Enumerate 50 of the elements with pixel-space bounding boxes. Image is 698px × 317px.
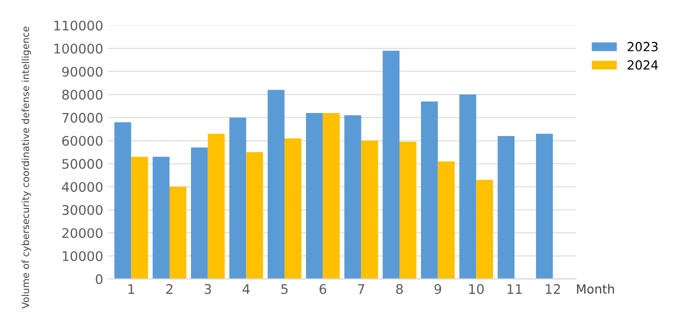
x-tick-label: 3 [204, 284, 211, 294]
bar [306, 112, 323, 279]
x-tick-label: 4 [242, 284, 250, 294]
y-tick-label: 80000 [62, 90, 102, 100]
legend-label: 2024 [628, 60, 658, 70]
bar [114, 122, 132, 279]
x-tick-label: 1 [128, 284, 134, 294]
x-tick-label: 12 [546, 284, 560, 294]
x-tick-label: 11 [508, 284, 522, 294]
bar [208, 134, 225, 279]
y-tick-label: 50000 [62, 158, 102, 169]
bar [400, 142, 416, 279]
bar [246, 152, 264, 279]
bar [190, 148, 208, 279]
x-tick-label: 2 [166, 284, 172, 294]
bar [344, 115, 362, 279]
legend-label: 2023 [628, 42, 658, 52]
bar [476, 180, 494, 279]
y-tick-label: 90000 [62, 66, 102, 77]
bar [536, 134, 553, 279]
x-tick-label: 9 [434, 284, 442, 294]
y-axis-title: Volume of cybersecurity coordinative defense intelligence [22, 26, 32, 309]
bar [131, 156, 148, 279]
y-tick-label: 70000 [62, 112, 102, 123]
bar [268, 90, 285, 279]
bar [382, 50, 400, 279]
bar [420, 101, 438, 279]
bar [229, 118, 246, 279]
bar [498, 136, 515, 279]
y-tick-label: 20000 [62, 228, 102, 238]
x-tick-label: 5 [281, 284, 288, 294]
y-tick-label: 110000 [54, 20, 102, 31]
bar [152, 156, 170, 279]
y-tick-label: 0 [96, 274, 102, 284]
bar [322, 112, 340, 279]
x-tick-label: 8 [396, 284, 403, 294]
bar [459, 94, 476, 279]
x-axis-title: Month [577, 284, 614, 294]
bar [284, 138, 302, 279]
y-tick-label: 30000 [62, 205, 102, 215]
x-tick-label: 6 [320, 284, 326, 294]
x-tick-label: 7 [358, 284, 364, 294]
y-tick-label: 60000 [62, 136, 102, 146]
x-tick-label: 10 [469, 284, 484, 294]
y-tick-label: 10000 [62, 251, 102, 262]
bar [438, 161, 455, 279]
bar [361, 140, 378, 279]
y-tick-label: 100000 [54, 44, 102, 54]
y-tick-label: 40000 [62, 182, 102, 192]
bar [170, 186, 186, 279]
